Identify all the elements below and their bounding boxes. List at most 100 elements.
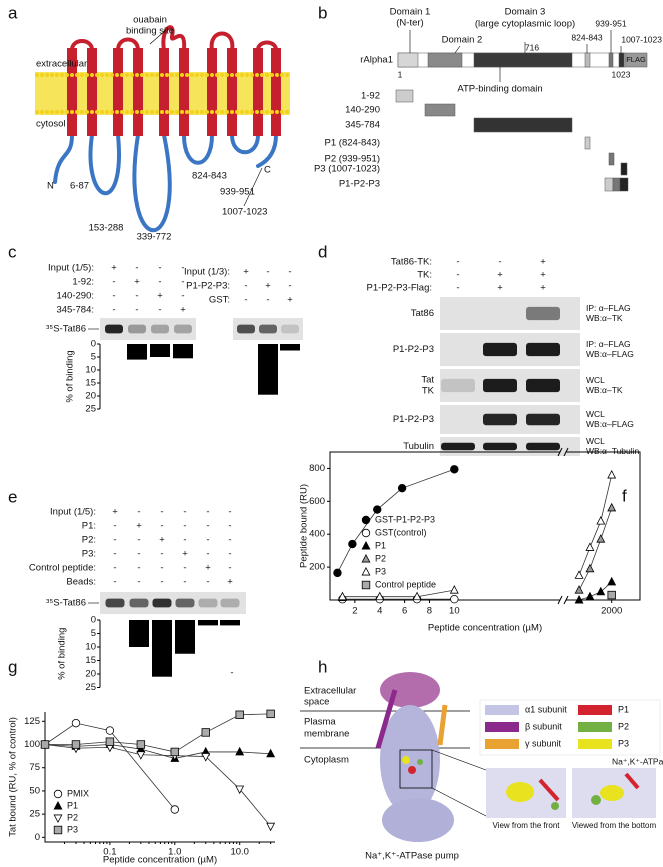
marker bbox=[607, 576, 617, 586]
lipid-head bbox=[185, 73, 189, 77]
probe-label: WB:α–FLAG bbox=[586, 349, 634, 359]
lipid-head bbox=[60, 73, 64, 77]
lipid-head bbox=[75, 73, 79, 77]
legend-swatch bbox=[578, 705, 612, 715]
label: P1-P2-P3 bbox=[339, 179, 380, 190]
y-tick-label: 75 bbox=[29, 762, 40, 773]
x-tick-label: 8 bbox=[427, 606, 432, 617]
legend-label: α1 subunit bbox=[525, 704, 567, 714]
y-tick-label: 400 bbox=[309, 529, 325, 540]
marker bbox=[596, 534, 606, 543]
blot-band bbox=[198, 598, 218, 608]
sign: - bbox=[206, 549, 209, 560]
lipid-head bbox=[230, 73, 234, 77]
domain-pointers bbox=[409, 30, 622, 82]
sign: - bbox=[228, 521, 231, 532]
bar bbox=[198, 620, 218, 626]
sign: - bbox=[137, 577, 140, 588]
probe-label: WB:α–TK bbox=[586, 313, 623, 323]
probe-label: WB:α–TK bbox=[586, 385, 623, 395]
y-tick-label: 20 bbox=[85, 391, 96, 402]
marker bbox=[266, 709, 275, 719]
legend-marker bbox=[361, 566, 371, 576]
row-label: GST: bbox=[209, 295, 230, 306]
label: 6-87 bbox=[70, 181, 89, 192]
label: Na⁺,K⁺-ATPase pump bbox=[365, 851, 459, 862]
sign: + bbox=[265, 281, 271, 292]
marker bbox=[235, 746, 245, 756]
row-label: Tat86-TK: bbox=[391, 257, 432, 268]
sign: - bbox=[137, 549, 140, 560]
x-tick-label: 6 bbox=[402, 606, 407, 617]
bar bbox=[175, 620, 195, 654]
lipid-head bbox=[45, 110, 49, 114]
y-tick-label: 25 bbox=[85, 404, 96, 415]
lipid-head bbox=[175, 73, 179, 77]
y-axis-label: Peptide bound (RU) bbox=[299, 484, 310, 568]
blot-label: TK bbox=[422, 386, 435, 397]
label: 1007-1023 bbox=[222, 207, 267, 218]
legend-label: Control peptide bbox=[375, 579, 436, 589]
probe-label: WB:α–Tubulin bbox=[586, 446, 640, 456]
panel-label: g bbox=[8, 657, 17, 676]
lipid-head bbox=[90, 110, 94, 114]
y-tick-label: 600 bbox=[309, 496, 325, 507]
blot-band bbox=[526, 306, 560, 321]
blot-band bbox=[128, 324, 146, 334]
lipid-head bbox=[155, 110, 159, 114]
sign: - bbox=[288, 281, 291, 292]
sign: + bbox=[180, 305, 186, 316]
x-tick-label: 2 bbox=[352, 606, 357, 617]
label: (large cytoplasmic loop) bbox=[475, 19, 575, 30]
lipid-head bbox=[195, 110, 199, 114]
blot-band bbox=[220, 598, 240, 608]
lipid-head bbox=[200, 110, 204, 114]
sign: - bbox=[160, 507, 163, 518]
legend-label: P2 bbox=[67, 812, 78, 822]
sign: - bbox=[158, 277, 161, 288]
sign: - bbox=[158, 263, 161, 274]
row-label: 345-784: bbox=[56, 305, 94, 316]
y-tick-label: 20 bbox=[85, 669, 96, 680]
panel-label: e bbox=[8, 487, 17, 506]
row-label: P1: bbox=[82, 521, 96, 532]
y-axis-label: % of binding bbox=[65, 350, 76, 402]
marker bbox=[136, 740, 146, 749]
marker bbox=[574, 585, 584, 594]
sign: - bbox=[244, 281, 247, 292]
label: Domain 1 bbox=[390, 7, 431, 18]
lipid-head bbox=[180, 110, 184, 114]
blot-band bbox=[105, 324, 123, 334]
blot-band bbox=[281, 324, 299, 334]
lipid-head bbox=[245, 73, 249, 77]
label: rAlpha1 bbox=[360, 55, 393, 66]
sign: - bbox=[112, 277, 115, 288]
x-axis-label: Peptide concentration (µM) bbox=[428, 623, 542, 634]
y-tick-label: 10 bbox=[85, 642, 96, 653]
lipid-head bbox=[85, 73, 89, 77]
x-tick-label: 0.1 bbox=[103, 847, 116, 858]
legend-marker bbox=[361, 540, 371, 550]
lipid-head bbox=[40, 110, 44, 114]
y-tick-label: 50 bbox=[29, 785, 40, 796]
sign: + bbox=[243, 267, 249, 278]
blot-band bbox=[526, 413, 560, 426]
probe-label: WCL bbox=[586, 436, 605, 446]
lipid-head bbox=[165, 110, 169, 114]
marker bbox=[136, 751, 146, 760]
lipid-head bbox=[220, 73, 224, 77]
lipid-head bbox=[160, 73, 164, 77]
lipid-head bbox=[145, 73, 149, 77]
marker bbox=[397, 483, 407, 493]
blot-band bbox=[259, 324, 277, 334]
marker bbox=[585, 591, 595, 601]
row-label: P1-P2-P3: bbox=[186, 281, 230, 292]
lipid-head bbox=[55, 73, 59, 77]
blot-band bbox=[526, 442, 560, 451]
lipid-head bbox=[80, 110, 84, 114]
legend-label: γ subunit bbox=[525, 738, 562, 748]
sign: + bbox=[159, 535, 165, 546]
sign: + bbox=[497, 270, 503, 281]
blot-label: Tat86 bbox=[411, 308, 434, 319]
lipid-head bbox=[210, 110, 214, 114]
